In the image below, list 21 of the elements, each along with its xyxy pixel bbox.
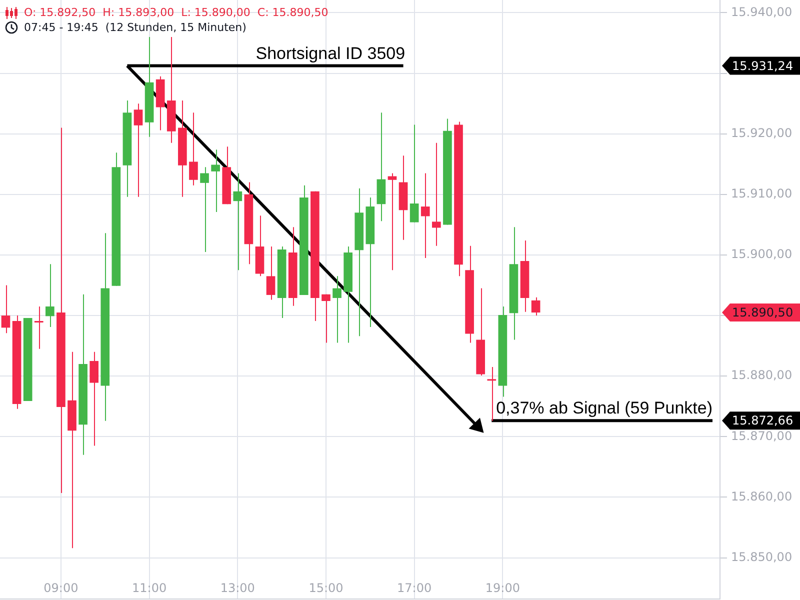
text: 07:45 - 19:45 (12 Stunden, 15 Minuten): [24, 21, 246, 34]
y2-tick-label: 15.890,50: [732, 306, 794, 320]
x-tick-label: 11:00: [132, 581, 167, 596]
y-tick-label: 15.910,00: [731, 186, 792, 201]
y-tick-label: 15.940,00: [731, 4, 792, 19]
x-tick-label: 09:00: [44, 581, 78, 596]
y-tick-label: 15.860,00: [731, 489, 792, 504]
x-tick-label: 19:00: [485, 581, 520, 596]
text: O: 15.892,50 H: 15.893,00 L: 15.890,00 C: 15.890,50: [24, 6, 328, 19]
y-tick-label: 15.850,00: [731, 550, 792, 564]
x-tick-label: 13:00: [220, 581, 255, 596]
annotation: Shortsignal ID 3509: [256, 44, 406, 63]
annotation: 0,37% ab Signal (59 Punkte): [496, 398, 712, 418]
x-tick-label: 17:00: [397, 581, 432, 596]
x-tick-label: 15:00: [308, 581, 344, 596]
y-tick-label: 15.900,00: [731, 247, 792, 262]
y2-tick-label: 15.872,66: [732, 414, 794, 428]
y-tick-label: 15.880,00: [731, 368, 792, 382]
y-tick-label: 15.870,00: [731, 428, 792, 443]
y2-tick-label: 15.931,24: [732, 58, 794, 73]
y-tick-label: 15.920,00: [731, 126, 792, 140]
